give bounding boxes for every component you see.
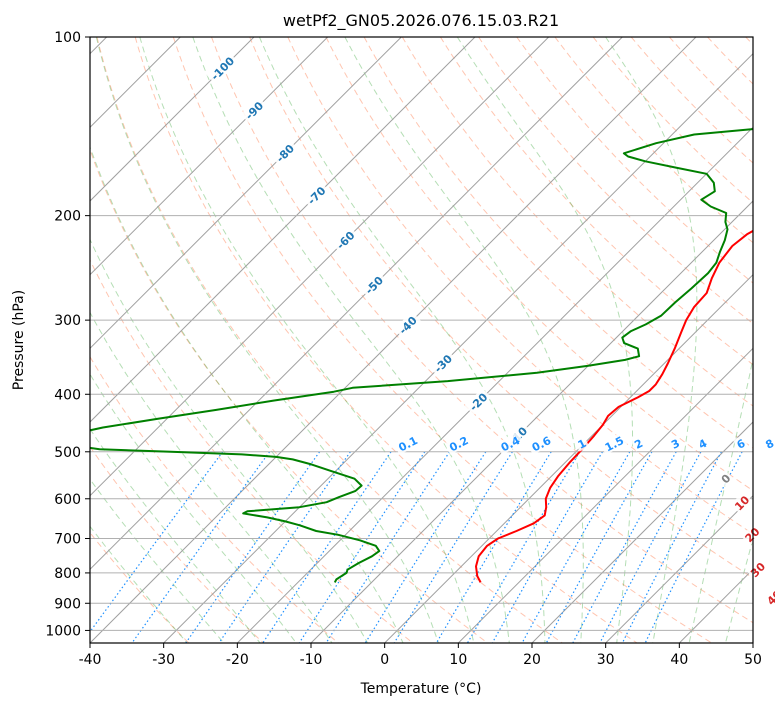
mixing-ratio-line xyxy=(185,451,321,643)
isotherm-line xyxy=(752,642,753,643)
mixing-ratio-line xyxy=(521,451,631,643)
y-tick-label: 700 xyxy=(54,532,81,548)
y-tick-label: 800 xyxy=(54,566,81,582)
y-tick-label: 100 xyxy=(54,30,81,46)
mixing-ratio-label: 8 xyxy=(761,435,775,452)
moist-adiabat-line xyxy=(762,37,775,643)
mixing-ratio-line xyxy=(545,451,653,643)
isotherm-line xyxy=(236,126,753,643)
mixing-ratio-label-text: 8 xyxy=(763,437,775,452)
isotherm-line xyxy=(457,347,753,643)
y-tick-label: 400 xyxy=(54,387,81,403)
profiles xyxy=(90,128,753,583)
y-tick-label: 1000 xyxy=(45,623,81,639)
dry-adiabat-line xyxy=(134,37,638,643)
x-tick-label: 20 xyxy=(523,652,541,668)
isotherm-line xyxy=(605,494,753,643)
y-tick-label: 200 xyxy=(54,209,81,225)
dewpoint-profile-line xyxy=(90,128,753,583)
temperature-profile-line xyxy=(475,229,753,583)
dry-adiabat-line xyxy=(96,37,563,643)
x-tick-label: -10 xyxy=(300,652,323,668)
mixing-ratio-line xyxy=(393,451,513,643)
mixing-ratio-label: 2 xyxy=(630,435,647,452)
dry-adiabat-line xyxy=(401,37,753,407)
isotherm-line xyxy=(90,37,623,571)
isotherm-line xyxy=(384,273,753,643)
isotherm-line xyxy=(90,37,476,423)
y-tick-label: 300 xyxy=(54,313,81,329)
isotherm-line xyxy=(90,37,550,497)
moist-adiabat-label-text: 40 xyxy=(765,588,775,608)
isotherm-line xyxy=(90,37,255,202)
isotherm-line xyxy=(310,200,753,643)
x-tick-label: 40 xyxy=(670,652,688,668)
mixing-ratio-line xyxy=(466,451,581,643)
mixing-ratio-label: 3 xyxy=(667,435,683,452)
mixing-ratio-line xyxy=(364,451,487,643)
chart-title: wetPf2_GN05.2026.076.15.03.R21 xyxy=(283,11,559,31)
x-tick-label: 0 xyxy=(380,652,389,668)
mixing-ratio-label: 4 xyxy=(694,435,711,452)
isotherm-line xyxy=(90,37,402,350)
plot-area xyxy=(90,37,753,643)
dry-adiabat-line xyxy=(592,37,753,204)
x-tick-label: -30 xyxy=(152,652,175,668)
mixing-ratio-label: 1 xyxy=(573,435,590,452)
mixing-ratio-line xyxy=(572,451,677,643)
mixing-ratio-line xyxy=(262,451,392,643)
axes: -40 -30 -20 -10 0 10 20 30 40 5010020030040050060… xyxy=(45,30,762,668)
y-tick-label: 600 xyxy=(54,492,81,508)
x-tick-label: 10 xyxy=(449,652,467,668)
dry-adiabat-line xyxy=(439,37,753,366)
dry-adiabat-line xyxy=(90,445,264,643)
mixing-ratio-line xyxy=(131,451,271,643)
dry-adiabat-line xyxy=(90,258,414,643)
x-axis-title: Temperature (°C) xyxy=(360,681,482,697)
mixing-ratio-label: 6 xyxy=(732,435,749,452)
x-tick-label: -20 xyxy=(226,652,249,668)
dry-adiabat-line xyxy=(287,37,753,535)
dry-adiabat-line xyxy=(211,37,753,624)
mixing-ratio-line xyxy=(621,451,722,643)
moist-adiabat-label: 40 xyxy=(762,586,775,609)
isotherm-line xyxy=(163,52,753,643)
dry-adiabat-line xyxy=(554,37,753,244)
x-tick-label: -40 xyxy=(79,652,102,668)
moist-adiabat-label: 0 xyxy=(716,469,734,487)
mixing-ratio-line xyxy=(435,451,552,643)
dry-adiabat-line xyxy=(325,37,753,492)
x-tick-label: 50 xyxy=(744,652,762,668)
mixing-ratio-line xyxy=(599,451,702,643)
mixing-ratio-line xyxy=(218,451,351,643)
isotherm-line xyxy=(90,37,329,276)
y-tick-label: 500 xyxy=(54,445,81,461)
dry-adiabat-line xyxy=(172,37,712,643)
y-axis-title: Pressure (hPa) xyxy=(11,290,27,390)
plot-frame xyxy=(89,36,754,644)
dry-adiabat-line xyxy=(249,37,753,579)
isotherm-line xyxy=(531,421,753,643)
y-tick-label: 900 xyxy=(54,596,81,612)
mixing-ratio-line xyxy=(491,451,604,643)
x-tick-label: 30 xyxy=(597,652,615,668)
isotherm-line xyxy=(90,37,697,643)
dry-adiabat-line xyxy=(90,355,339,643)
